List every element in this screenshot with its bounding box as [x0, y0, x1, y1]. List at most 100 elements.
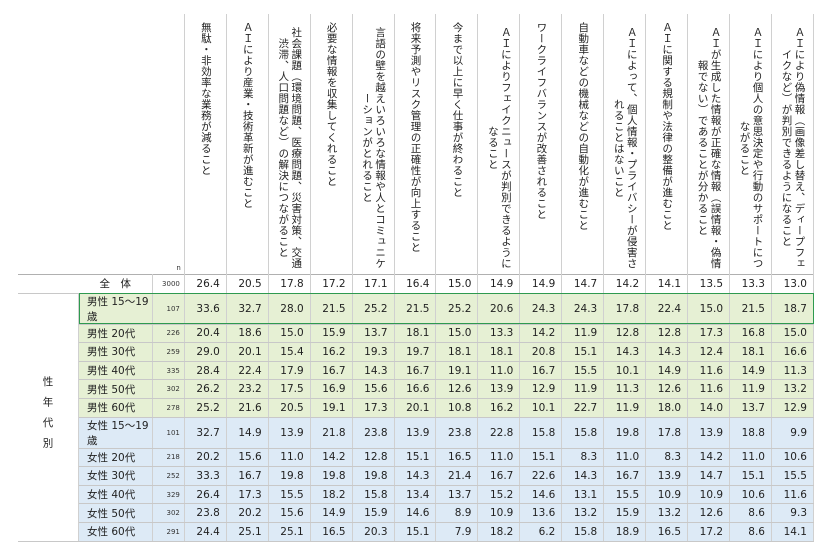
value-cell: 8.3	[561, 448, 605, 468]
value-cell: 17.8	[603, 293, 647, 325]
table-row: 性年代別 男性 15～19歳 107 33.6 32.7 28.0 21.5 25.2 21.5…	[18, 293, 814, 542]
value-cell: 25.2	[184, 398, 227, 418]
row-n: 302	[152, 503, 185, 523]
value-cell: 19.1	[310, 398, 353, 418]
row-label: 男性 50代	[78, 379, 153, 399]
row-n: 107	[152, 293, 185, 325]
value-cell: 25.2	[352, 293, 395, 325]
value-cell: 16.5	[645, 522, 689, 542]
value-cell: 10.6	[729, 485, 772, 505]
value-cell: 14.3	[645, 342, 689, 362]
row-label: 男性 15～19歳	[78, 293, 153, 325]
row-label: 女性 20代	[78, 448, 153, 468]
value-cell: 15.1	[394, 522, 437, 542]
value-cell: 13.9	[394, 417, 437, 449]
value-cell: 12.6	[435, 379, 479, 399]
column-header-12: ＡＩに関する規制や法律の整備が進むこと	[645, 14, 689, 275]
table-row: 男性 40代 335 28.4 22.4 17.9 16.7 14.3 16.7 19.1 11.…	[18, 361, 814, 381]
table-row: 女性 50代 302 23.8 20.2 15.6 14.9 15.9 14.6 8.9 10.9…	[18, 503, 814, 523]
value-cell: 24.4	[184, 522, 227, 542]
value-cell: 11.6	[687, 379, 731, 399]
column-header-text: ＡＩによりフェイクニュースが判別できるようになること	[486, 27, 512, 269]
value-cell: 10.9	[645, 485, 689, 505]
value-cell: 13.2	[561, 503, 605, 523]
value-cell: 12.8	[645, 324, 689, 344]
value-cell: 20.5	[226, 274, 269, 294]
row-label: 女性 30代	[78, 466, 153, 486]
value-cell: 17.1	[352, 274, 395, 294]
value-cell: 13.9	[268, 417, 311, 449]
group-label: 性年代別	[41, 376, 54, 459]
value-cell: 15.6	[352, 379, 395, 399]
value-cell: 14.9	[226, 417, 269, 449]
value-cell: 15.4	[268, 342, 311, 362]
value-cell: 16.9	[310, 379, 353, 399]
value-cell: 19.3	[352, 342, 395, 362]
value-cell: 11.9	[561, 379, 605, 399]
value-cell: 14.6	[394, 503, 437, 523]
value-cell: 13.0	[771, 274, 814, 294]
value-cell: 21.5	[729, 293, 772, 325]
header-row: n 無駄・非効率な業務が減ること ＡＩにより産業・技術革新が進むこと 社会課題（環境…	[18, 14, 814, 275]
value-cell: 18.6	[226, 324, 269, 344]
value-cell: 15.8	[519, 417, 563, 449]
value-cell: 11.0	[603, 448, 647, 468]
row-label: 女性 60代	[78, 522, 153, 542]
value-cell: 15.6	[226, 448, 269, 468]
column-header-2: ＡＩにより産業・技術革新が進むこと	[226, 14, 269, 275]
table-row: 女性 20代 218 20.2 15.6 11.0 14.2 12.8 15.1 16.5 11.…	[18, 448, 814, 468]
row-n: 101	[152, 417, 185, 449]
column-header-3: 社会課題（環境問題、医療問題、災害対策、交通渋滞、人口問題など）の解決につながる…	[268, 14, 311, 275]
value-cell: 10.1	[519, 398, 563, 418]
value-cell: 21.5	[310, 293, 353, 325]
value-cell: 10.6	[771, 448, 814, 468]
value-cell: 26.2	[184, 379, 227, 399]
row-label: 女性 40代	[78, 485, 153, 505]
value-cell: 19.8	[352, 466, 395, 486]
value-cell: 16.7	[519, 361, 563, 381]
value-cell: 14.2	[687, 448, 731, 468]
table-row: 男性 50代 302 26.2 23.2 17.5 16.9 15.6 16.6 12.6 13.…	[18, 379, 814, 399]
row-n: 3000	[152, 274, 185, 294]
value-cell: 25.1	[226, 522, 269, 542]
column-header-15: ＡＩにより偽情報（画像差し替え、ディープフェイクなど）が判別できるようになること	[771, 14, 814, 275]
value-cell: 14.3	[352, 361, 395, 381]
value-cell: 13.7	[435, 485, 479, 505]
table-body: 全 体 3000 26.4 20.5 17.8 17.2 17.1 16.4 15.0 14.9 1…	[18, 274, 814, 542]
value-cell: 14.3	[394, 466, 437, 486]
value-cell: 26.4	[184, 274, 227, 294]
value-cell: 13.2	[645, 503, 689, 523]
row-n: 278	[152, 398, 185, 418]
row-n: 218	[152, 448, 185, 468]
total-row: 全 体 3000 26.4 20.5 17.8 17.2 17.1 16.4 15.0 14.9 1…	[18, 274, 814, 294]
row-n: 329	[152, 485, 185, 505]
row-label: 全 体	[78, 274, 153, 294]
value-cell: 28.4	[184, 361, 227, 381]
value-cell: 15.9	[352, 503, 395, 523]
value-cell: 12.8	[603, 324, 647, 344]
value-cell: 18.7	[771, 293, 814, 325]
value-cell: 13.9	[687, 417, 731, 449]
value-cell: 17.2	[310, 274, 353, 294]
value-cell: 18.1	[477, 342, 521, 362]
value-cell: 25.1	[268, 522, 311, 542]
value-cell: 11.6	[687, 361, 731, 381]
row-label: 男性 60代	[78, 398, 153, 418]
table-row: 女性 60代 291 24.4 25.1 25.1 16.5 20.3 15.1 7.9 18.2…	[18, 522, 814, 542]
value-cell: 17.3	[687, 324, 731, 344]
value-cell: 29.0	[184, 342, 227, 362]
value-cell: 13.1	[561, 485, 605, 505]
value-cell: 13.6	[519, 503, 563, 523]
value-cell: 12.8	[352, 448, 395, 468]
corner-blank	[18, 14, 79, 275]
value-cell: 19.1	[435, 361, 479, 381]
value-cell: 16.7	[226, 466, 269, 486]
value-cell: 33.6	[184, 293, 227, 325]
value-cell: 20.2	[184, 448, 227, 468]
value-cell: 14.2	[310, 448, 353, 468]
value-cell: 10.9	[687, 485, 731, 505]
column-header-8: ＡＩによりフェイクニュースが判別できるようになること	[477, 14, 521, 275]
value-cell: 17.5	[268, 379, 311, 399]
value-cell: 18.2	[477, 522, 521, 542]
value-cell: 15.5	[771, 466, 814, 486]
